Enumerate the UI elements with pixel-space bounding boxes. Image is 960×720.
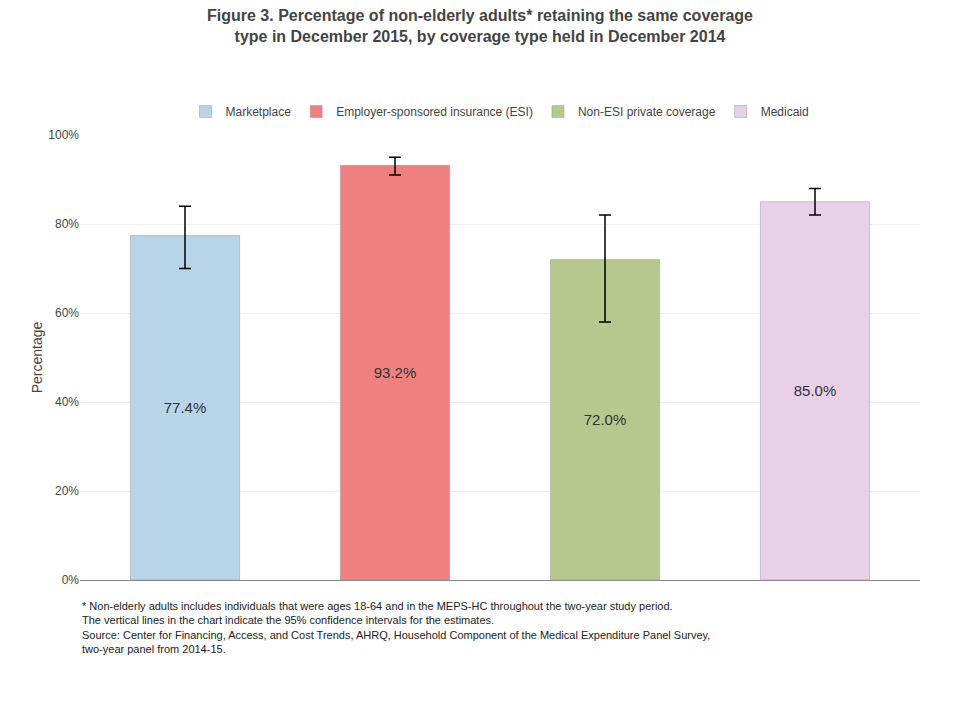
svg-text:80%: 80% [55,217,79,231]
svg-text:Marketplace: Marketplace [226,105,292,119]
svg-text:Medicaid: Medicaid [761,105,809,119]
svg-text:20%: 20% [55,484,79,498]
svg-text:77.4%: 77.4% [164,399,207,416]
svg-text:Employer-sponsored insurance (: Employer-sponsored insurance (ESI) [336,105,533,119]
svg-text:100%: 100% [48,128,79,142]
svg-text:Non-ESI private coverage: Non-ESI private coverage [578,105,716,119]
svg-text:Figure 3. Percentage of non-el: Figure 3. Percentage of non-elderly adul… [207,7,753,45]
svg-text:72.0%: 72.0% [584,411,627,428]
svg-text:0%: 0% [62,573,80,587]
svg-text:40%: 40% [55,395,79,409]
svg-text:93.2%: 93.2% [374,364,417,381]
svg-text:Percentage: Percentage [29,321,45,393]
svg-text:* Non-elderly adults includes: * Non-elderly adults includes individual… [82,600,710,655]
svg-text:60%: 60% [55,306,79,320]
svg-text:85.0%: 85.0% [794,382,837,399]
